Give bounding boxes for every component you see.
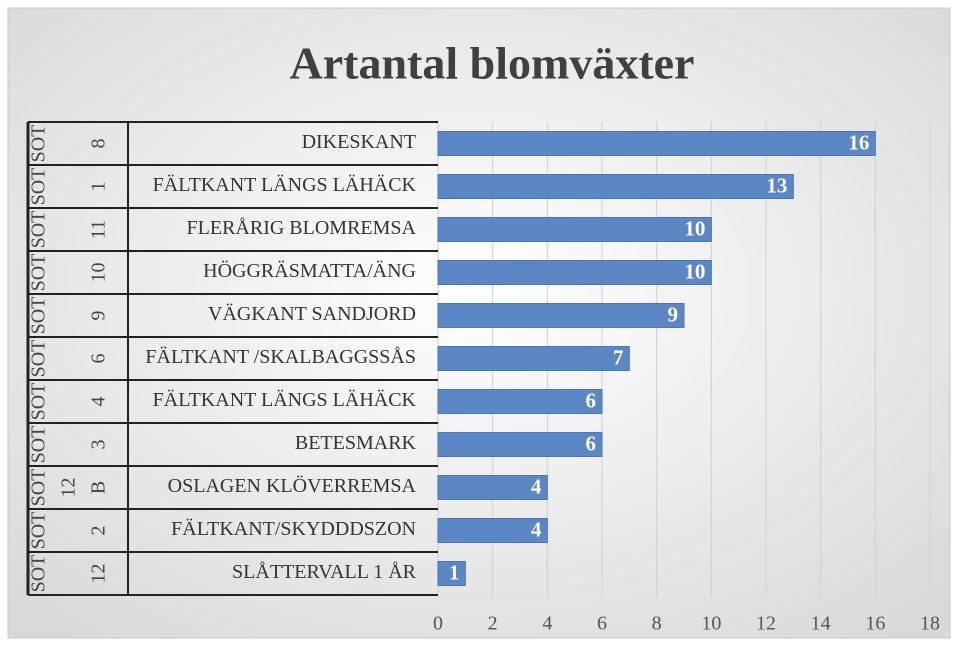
chart-title: Artantal blomväxter <box>290 38 695 89</box>
data-label: 7 <box>613 345 624 369</box>
group-label: 2 <box>88 526 110 536</box>
x-tick-label: 10 <box>701 613 721 635</box>
bar <box>437 217 712 242</box>
group-label: SÖT <box>27 469 50 507</box>
group-label: SÖT <box>27 125 50 163</box>
data-label: 16 <box>848 130 869 154</box>
bar <box>437 475 548 500</box>
data-label: 4 <box>531 474 542 498</box>
bar <box>437 389 603 414</box>
bar <box>437 346 630 371</box>
group-label: SÖT <box>27 383 50 421</box>
data-label: 10 <box>684 216 705 240</box>
category-label: SLÅTTERVALL 1 ÅR <box>232 561 417 583</box>
data-label: 13 <box>766 173 787 197</box>
group-label: SÖT <box>27 426 50 464</box>
x-tick-label: 16 <box>865 613 885 635</box>
group-label: 12 <box>88 564 110 584</box>
bar <box>437 303 685 328</box>
group-label: SÖT <box>27 297 50 335</box>
group-label: 1 <box>88 182 110 192</box>
x-tick-label: 2 <box>488 613 498 635</box>
data-label: 4 <box>531 517 542 541</box>
bar <box>437 174 794 199</box>
category-label: FLERÅRIG BLOMREMSA <box>187 217 417 239</box>
group-label: SÖT <box>27 254 50 292</box>
group-label: 8 <box>88 139 110 149</box>
x-tick-label: 0 <box>433 613 443 635</box>
group-label: 6 <box>88 354 110 364</box>
group-label: 4 <box>88 397 110 407</box>
category-label: FÄLTKANT /SKALBAGGSSÅS <box>145 345 416 368</box>
category-label: HÖGGRÄSMATTA/ÄNG <box>203 259 416 282</box>
x-tick-label: 6 <box>597 613 607 635</box>
x-tick-label: 4 <box>542 613 552 635</box>
group-label: SÖT <box>27 555 50 593</box>
x-tick-label: 12 <box>756 613 776 635</box>
group-label: SÖT <box>27 168 50 206</box>
group-label: 9 <box>88 311 110 321</box>
category-label: FÄLTKANT LÄNGS LÄHÄCK <box>153 173 417 196</box>
category-label: DIKESKANT <box>302 131 416 153</box>
group-label: 10 <box>88 263 110 283</box>
bar <box>437 131 876 156</box>
group-label: SÖT <box>27 340 50 378</box>
bar <box>437 561 466 586</box>
group-label: 12 <box>58 478 80 498</box>
data-label: 6 <box>586 431 597 455</box>
category-label: OSLAGEN KLÖVERREMSA <box>168 474 417 497</box>
bar <box>437 260 712 285</box>
group-label: 3 <box>88 440 110 450</box>
group-label: B <box>88 481 110 494</box>
data-label: 1 <box>449 560 460 584</box>
group-label: 11 <box>88 220 110 239</box>
category-label: VÄGKANT SANDJORD <box>208 302 416 325</box>
x-tick-label: 18 <box>920 613 940 635</box>
category-label: BETESMARK <box>295 432 417 454</box>
group-label: SÖT <box>27 512 50 550</box>
category-label: FÄLTKANT LÄNGS LÄHÄCK <box>153 388 417 411</box>
x-tick-label: 14 <box>811 613 831 635</box>
group-label: SÖT <box>27 211 50 249</box>
data-label: 10 <box>684 259 705 283</box>
data-label: 6 <box>586 388 597 412</box>
data-label: 9 <box>668 302 679 326</box>
bar <box>437 518 548 543</box>
x-tick-label: 8 <box>652 613 662 635</box>
bar <box>437 432 603 457</box>
category-label: FÄLTKANT/SKYDDDSZON <box>171 517 416 540</box>
